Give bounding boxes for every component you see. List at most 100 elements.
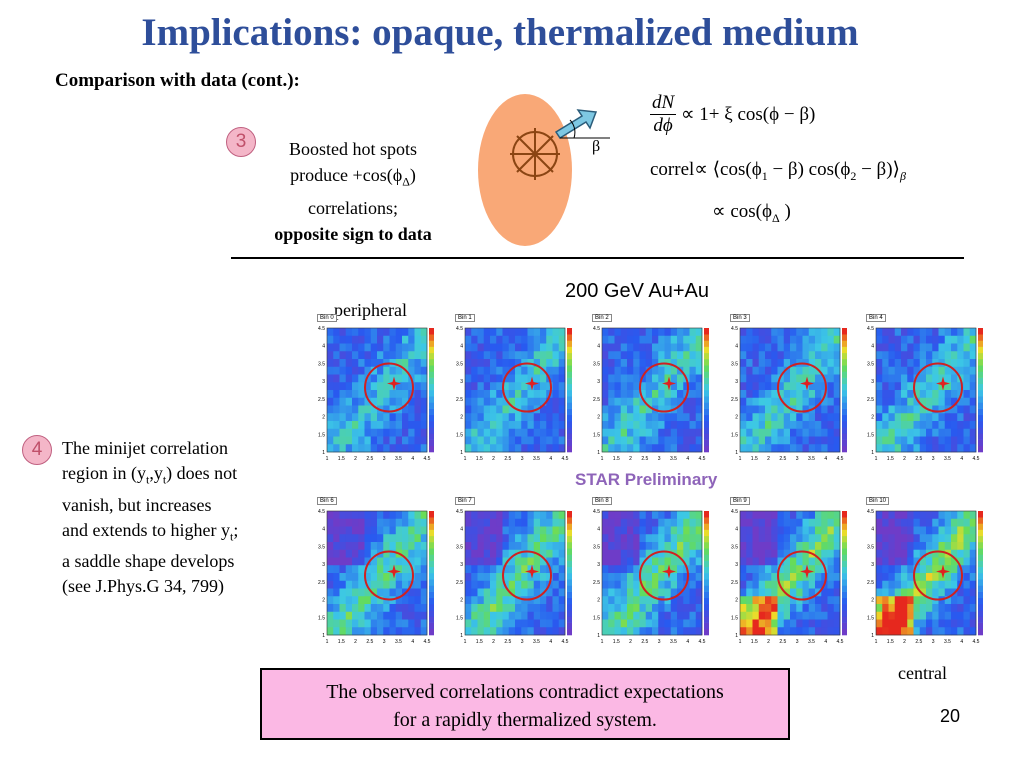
heatmap-cell [639, 542, 647, 551]
heatmap-cell [808, 397, 816, 406]
heatmap-cell [683, 573, 690, 582]
color-scale-segment [842, 579, 847, 586]
heatmap-cell [771, 542, 778, 551]
heatmap-cell [420, 588, 428, 597]
heatmap-cell [802, 573, 810, 582]
heatmap-cell [633, 397, 640, 406]
heatmap-cell [963, 428, 971, 437]
heatmap-cell [821, 382, 828, 391]
heatmap-cell [808, 565, 816, 574]
heatmap-cell [627, 549, 634, 558]
heatmap-cell [502, 382, 510, 391]
heatmap-cell [370, 534, 378, 543]
heatmap-cell [645, 511, 653, 520]
heatmap-cell [345, 405, 353, 414]
heatmap-cell [815, 390, 822, 399]
heatmap-cell [627, 366, 634, 375]
heatmap-cell [815, 359, 822, 368]
heatmap-cell [345, 444, 353, 453]
heatmap-cell [963, 518, 971, 527]
heatmap-cell [815, 565, 822, 574]
heatmap-cell [333, 436, 340, 445]
heatmap-cell [527, 390, 535, 399]
heatmap-cell [515, 565, 522, 574]
region-circle [502, 362, 552, 413]
heatmap-cell [558, 573, 566, 582]
heatmap-cell [796, 611, 803, 620]
heatmap-cell [796, 534, 803, 543]
heatmap-cell [888, 511, 896, 520]
heatmap-cell [689, 351, 697, 360]
heatmap-cell [689, 588, 697, 597]
heatmap-cell [951, 343, 958, 352]
heatmap-cell [944, 343, 952, 352]
color-scale-segment [842, 622, 847, 630]
heatmap-cell [552, 335, 560, 344]
x-tick-label: 4 [824, 456, 827, 462]
heatmap-cell [333, 619, 340, 628]
heatmap-cell [765, 604, 772, 613]
y-tick-label: 3.5 [731, 361, 738, 367]
heatmap-cell [533, 351, 541, 360]
heatmap-cell [907, 611, 914, 620]
heatmap-cell [620, 335, 628, 344]
color-scale-segment [567, 383, 572, 391]
heatmap-cell [913, 518, 921, 527]
heatmap-cell [815, 444, 822, 453]
heatmap-cell [345, 343, 353, 352]
heatmap-cell [546, 542, 553, 551]
heatmap-cell [496, 382, 503, 391]
x-tick-label: 1.5 [613, 639, 620, 645]
heatmap-cell [827, 511, 835, 520]
heatmap-cell [364, 335, 372, 344]
heatmap-cell [827, 596, 835, 605]
heatmap-cell [658, 511, 665, 520]
heatmap-cell [339, 619, 347, 628]
heatmap-cell [765, 359, 772, 368]
heatmap-cell [907, 413, 914, 422]
heatmap-cell [496, 557, 503, 566]
heatmap-cell [339, 366, 347, 375]
heatmap-cell [364, 359, 372, 368]
heatmap-cell [352, 351, 359, 360]
heatmap-cell [758, 366, 766, 375]
heatmap-cell [496, 374, 503, 383]
color-scale-segment [429, 371, 434, 378]
heatmap-cell [913, 604, 921, 613]
heatmap-cell [490, 588, 497, 597]
heatmap-cell [414, 343, 422, 352]
heatmap-cell [377, 580, 384, 589]
heatmap-cell [876, 351, 883, 360]
heatmap-cell [364, 573, 372, 582]
heatmap-cell [645, 390, 653, 399]
heatmap-cell [695, 518, 703, 527]
heatmap-cell [645, 421, 653, 430]
heatmap-cell [740, 436, 747, 445]
heatmap-cell [796, 413, 803, 422]
section-divider [231, 257, 964, 259]
heatmap-cell [339, 580, 347, 589]
heatmap-cell [907, 405, 914, 414]
heatmap-cell [752, 580, 760, 589]
heatmap-frame [326, 510, 428, 636]
heatmap-cell [752, 549, 760, 558]
heatmap-cell [746, 580, 753, 589]
heatmap-cell [689, 573, 697, 582]
heatmap-cell [963, 588, 971, 597]
heatmap-cell [765, 397, 772, 406]
heatmap-cell [913, 390, 921, 399]
heatmap-cell [377, 397, 384, 406]
heatmap-cell [490, 534, 497, 543]
heatmap-cell [527, 328, 535, 337]
heatmap-cell [533, 444, 541, 453]
heatmap-cell [670, 542, 678, 551]
heatmap-cell [395, 390, 403, 399]
heatmap-cell [414, 526, 422, 535]
color-scale-segment [842, 383, 847, 391]
heatmap-cell [420, 542, 428, 551]
heatmap-cell [765, 573, 772, 582]
item-3-line1: Boosted hot spots [288, 139, 417, 159]
heatmap-cell [552, 526, 560, 535]
heatmap-cell [614, 580, 622, 589]
heatmap-cell [683, 557, 690, 566]
